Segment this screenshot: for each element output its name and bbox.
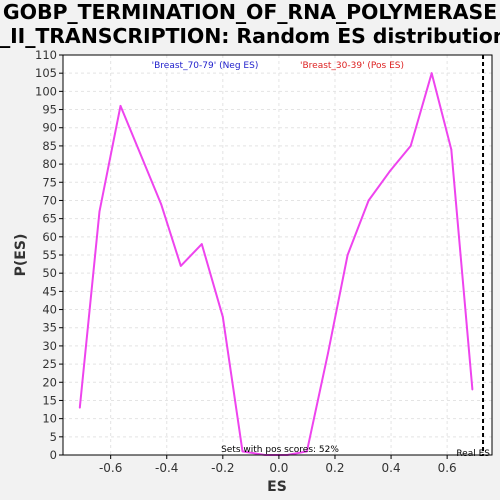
y-tick-label: 35 — [42, 321, 57, 335]
y-tick-label: 0 — [50, 448, 57, 462]
y-tick-label: 25 — [42, 357, 57, 371]
legend-entry-neg: 'Breast_70-79' (Neg ES) — [152, 61, 259, 71]
y-tick-label: 50 — [42, 266, 57, 280]
x-axis-label: ES — [267, 479, 287, 495]
y-tick-label: 10 — [42, 412, 57, 426]
data-point — [179, 265, 182, 267]
real-es-label: Real ES — [456, 449, 490, 459]
data-point — [409, 145, 412, 147]
x-tick-label: 0.6 — [438, 461, 457, 475]
data-point — [388, 170, 391, 173]
x-tick-label: -0.2 — [211, 461, 234, 475]
x-tick-label: 0.0 — [269, 461, 288, 475]
y-tick-label: 105 — [35, 66, 57, 80]
data-point — [367, 199, 370, 202]
y-tick-label: 45 — [42, 284, 57, 298]
y-axis-label: P(ES) — [13, 234, 29, 277]
plot-area — [63, 55, 492, 455]
y-tick-label: 5 — [50, 430, 57, 444]
data-point — [241, 450, 244, 453]
data-point — [346, 254, 349, 256]
data-point — [327, 352, 329, 355]
y-tick-label: 85 — [42, 139, 57, 153]
x-tick-label: -0.6 — [99, 461, 122, 475]
data-point — [471, 388, 474, 391]
y-tick-label: 30 — [42, 339, 57, 353]
data-point — [119, 105, 122, 107]
x-tick-label: 0.4 — [382, 461, 401, 475]
data-point — [306, 450, 308, 453]
legend-entry-pos: 'Breast_30-39' (Pos ES) — [300, 61, 404, 71]
data-point — [430, 72, 433, 75]
y-tick-label: 60 — [42, 230, 57, 244]
chart-title-line-2: _II_TRANSCRIPTION: Random ES distributio… — [0, 24, 500, 48]
y-tick-label: 20 — [42, 375, 57, 389]
y-tick-label: 40 — [42, 303, 57, 317]
data-point — [221, 315, 224, 318]
data-point — [200, 243, 203, 245]
data-point — [139, 152, 142, 155]
data-point — [98, 210, 101, 213]
x-tick-label: 0.2 — [325, 461, 344, 475]
y-tick-label: 80 — [42, 157, 57, 171]
chart-title-line-1: GOBP_TERMINATION_OF_RNA_POLYMERASE — [2, 0, 498, 24]
data-point — [450, 148, 453, 151]
sets-annotation: Sets with pos scores: 52% — [221, 445, 339, 455]
y-tick-label: 75 — [42, 175, 57, 189]
y-tick-label: 90 — [42, 121, 57, 135]
y-tick-label: 15 — [42, 393, 57, 407]
x-tick-label: -0.4 — [155, 461, 178, 475]
y-tick-label: 100 — [35, 84, 57, 98]
data-point — [78, 406, 81, 409]
y-tick-label: 65 — [42, 212, 57, 226]
data-point — [160, 203, 163, 205]
y-tick-label: 70 — [42, 193, 57, 207]
y-tick-label: 95 — [42, 103, 57, 117]
x-axis-ticks: -0.6 -0.4 -0.2 0.0 0.2 0.4 0.6 — [99, 455, 457, 475]
y-axis-ticks: 0 5 10 15 20 25 30 35 40 45 50 55 60 65 70 75 80 85 90 95 10… — [35, 48, 63, 462]
grid — [63, 54, 492, 456]
y-tick-label: 55 — [42, 248, 57, 262]
y-tick-label: 110 — [35, 48, 57, 62]
